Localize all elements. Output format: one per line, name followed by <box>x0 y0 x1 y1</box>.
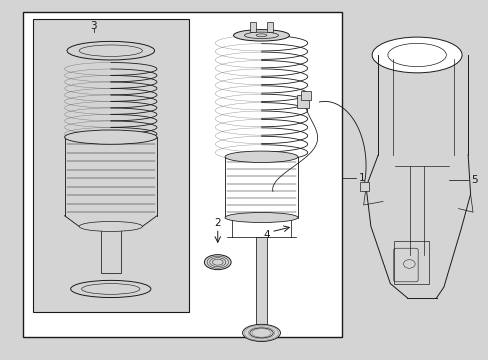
Ellipse shape <box>249 328 273 338</box>
Ellipse shape <box>256 34 266 37</box>
Ellipse shape <box>224 212 297 222</box>
Bar <box>33 19 188 312</box>
Ellipse shape <box>244 32 278 39</box>
Text: 3: 3 <box>90 21 97 31</box>
Bar <box>296 95 308 108</box>
Ellipse shape <box>371 37 461 73</box>
Ellipse shape <box>67 41 154 60</box>
Ellipse shape <box>64 130 157 144</box>
Ellipse shape <box>79 221 142 231</box>
Ellipse shape <box>224 151 297 162</box>
Ellipse shape <box>387 43 446 67</box>
Text: 2: 2 <box>214 218 221 228</box>
Bar <box>267 22 273 32</box>
Ellipse shape <box>204 255 231 270</box>
Ellipse shape <box>81 284 140 294</box>
Bar <box>23 12 341 337</box>
Text: 4: 4 <box>263 230 269 240</box>
Bar <box>301 91 310 100</box>
Text: 1: 1 <box>358 173 365 183</box>
Bar <box>101 226 121 273</box>
Ellipse shape <box>242 324 280 342</box>
Bar <box>393 241 428 284</box>
Bar <box>359 182 368 191</box>
Bar <box>249 22 255 32</box>
Text: 5: 5 <box>470 175 477 185</box>
Bar <box>256 237 266 327</box>
Ellipse shape <box>79 45 142 57</box>
Bar <box>97 224 124 230</box>
Ellipse shape <box>71 280 151 297</box>
Ellipse shape <box>233 30 289 41</box>
